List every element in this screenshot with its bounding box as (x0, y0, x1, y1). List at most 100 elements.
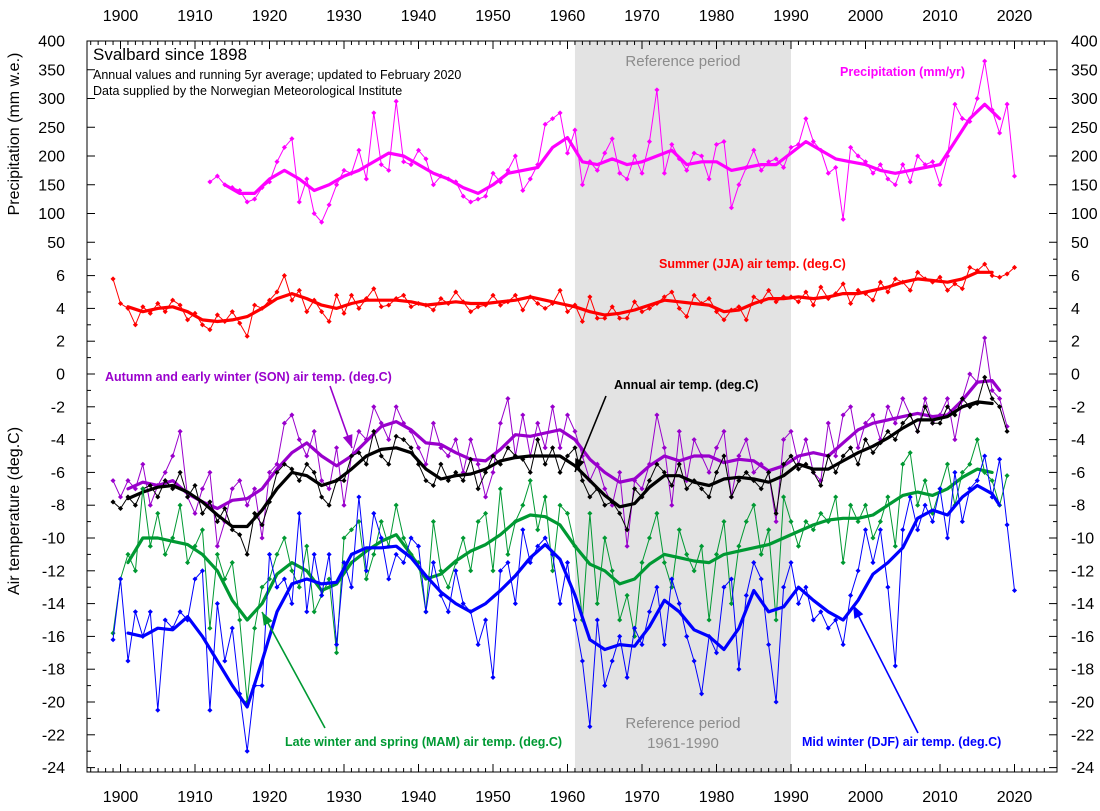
son-annual-point (266, 469, 273, 475)
annual-label-arrow (574, 395, 607, 473)
x-tick-label-bottom: 2020 (997, 789, 1033, 806)
son-annual-point (170, 453, 176, 459)
annual-annual-point (289, 466, 295, 472)
jja-annual-point (177, 302, 183, 308)
djf-annual-point (214, 601, 220, 607)
x-tick-label-bottom: 1970 (624, 789, 660, 806)
son-annual-point (326, 486, 332, 492)
son-series-label: Autumn and early winter (SON) air temp. … (105, 370, 392, 384)
annual-label-arrowhead (575, 458, 585, 472)
son-annual-point (386, 437, 392, 443)
jja-annual-point (617, 315, 623, 321)
precip-annual-point (483, 193, 489, 199)
son-annual-point (520, 412, 526, 418)
x-tick-label-bottom: 1930 (326, 789, 362, 806)
annual-annual-point (155, 494, 161, 500)
annual-annual-point (490, 453, 496, 459)
chart-subtitle-line-2: Data supplied by the Norwegian Meteorolo… (93, 84, 402, 98)
jja-annual-point (386, 302, 392, 308)
precip-tick-label-left: 150 (38, 177, 65, 194)
son-annual-point (296, 437, 302, 443)
mam-annual-point (773, 617, 779, 623)
annual-annual-point (363, 461, 369, 467)
djf-annual-point (371, 510, 377, 516)
jja-annual-point (810, 302, 816, 308)
son-annual-point (147, 502, 153, 508)
son-annual-point (415, 445, 422, 451)
labels-layer: Svalbard since 1898 Annual values and ru… (6, 45, 1001, 749)
jja-annual-point (959, 286, 965, 292)
son-annual-point (214, 543, 220, 549)
jja-annual-point (274, 289, 280, 295)
precip-annual-point (341, 167, 347, 173)
son-annual-point (624, 543, 630, 549)
son-annual-point (468, 437, 474, 443)
x-tick-label-top: 1930 (326, 8, 362, 25)
x-tick-label-bottom: 1900 (103, 789, 139, 806)
precip-annual-point (617, 170, 623, 176)
annual-annual-point (408, 445, 414, 451)
mam-annual-point (788, 519, 794, 525)
x-tick-label-top: 2020 (997, 8, 1033, 25)
son-annual-point (706, 469, 712, 475)
precip-annual-point (974, 95, 980, 102)
annual-annual-point (989, 396, 995, 402)
djf-annual-point (490, 674, 496, 680)
jja-annual-point (497, 302, 503, 308)
precip-tick-label-left: 100 (38, 206, 65, 223)
precip-tick-label-right: 250 (1071, 120, 1098, 137)
son-annual-point (788, 428, 794, 434)
mam-annual-point (371, 551, 377, 557)
mam-annual-point (974, 437, 980, 443)
reference-period-labels: Reference period Reference period 1961-1… (625, 53, 740, 752)
son-annual-point (356, 428, 362, 434)
son-annual-point (162, 469, 168, 475)
jja-annual-point (1011, 264, 1018, 270)
mam-running-average-line (126, 467, 994, 622)
x-tick-label-bottom: 1940 (401, 789, 437, 806)
jja-annual-point (870, 297, 876, 303)
precip-annual-point (274, 159, 280, 165)
precipitation-axis-title: Precipitation (mm w.e.) (6, 53, 23, 216)
annual-annual-point (959, 396, 965, 402)
precip-annual-point (304, 176, 310, 182)
temp-tick-label-right: -10 (1071, 531, 1094, 548)
precip-tick-label-right: 200 (1071, 149, 1098, 166)
jja-annual-point (609, 304, 615, 310)
precip-annual-point (296, 199, 302, 205)
mam-annual-point (177, 502, 183, 508)
djf-annual-point (974, 478, 980, 484)
mam-annual-point (944, 461, 951, 467)
djf-annual-point (669, 576, 675, 582)
djf-annual-point (460, 601, 466, 607)
annual-annual-point (773, 510, 779, 516)
annual-annual-point (572, 445, 578, 451)
jja-annual-point (341, 310, 347, 316)
djf-annual-point (564, 560, 571, 566)
series-layer (110, 58, 1018, 754)
annual-annual-point (699, 486, 705, 492)
jja-annual-point (564, 309, 571, 315)
mam-annual-point (326, 576, 332, 582)
axes-layer: 1900 1900 1910 1910 1920 1920 1930 1930 1940 1940… (38, 8, 1098, 806)
son-annual-point (855, 445, 861, 451)
mam-annual-point (557, 502, 563, 508)
jja-annual-point (140, 304, 146, 310)
precip-tick-label-right: 100 (1071, 206, 1098, 223)
jja-series (110, 261, 1018, 339)
annual-annual-point (721, 453, 727, 459)
precip-annual-point (252, 196, 258, 202)
annual-annual-point (162, 478, 168, 484)
annual-annual-point (348, 453, 355, 459)
precip-annual-point (1011, 173, 1018, 179)
djf-annual-point (862, 527, 869, 533)
djf-label-arrow (852, 604, 919, 734)
annual-annual-point (281, 461, 287, 467)
annual-annual-point (676, 461, 682, 467)
mam-annual-point (311, 609, 317, 615)
jja-annual-point (907, 287, 913, 293)
precip-annual-point (289, 136, 295, 142)
annual-annual-point (579, 478, 585, 484)
mam-annual-point (989, 478, 995, 484)
temp-tick-label-left: -8 (51, 498, 65, 515)
